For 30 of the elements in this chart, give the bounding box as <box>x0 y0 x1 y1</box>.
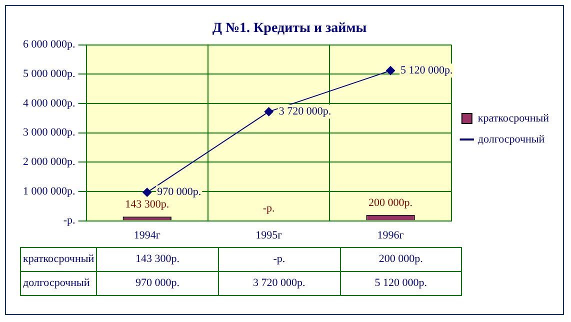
point <box>386 66 396 76</box>
text: -р. <box>262 202 275 215</box>
data-label: 970 000р. <box>96 271 218 296</box>
text: 3 720 000р. <box>278 106 332 118</box>
chart-title: Д №1. Кредиты и займы <box>212 21 367 36</box>
x-tick-label: 1994г <box>134 229 161 242</box>
text: краткосрочный <box>23 253 94 266</box>
point <box>142 188 152 197</box>
y-tick-label: 1 000 000р. <box>23 185 76 198</box>
y-tick-label: -р. <box>63 214 76 227</box>
y-tick-label: 6 000 000р. <box>23 38 76 51</box>
data-label: 3 720 000р. <box>218 271 340 296</box>
data-label: 5 120 000р. <box>340 271 462 296</box>
y-tick-label: 2 000 000р. <box>23 156 76 168</box>
x-tick-label: 1996г <box>377 229 404 242</box>
legend-label: долгосрочный <box>478 133 545 146</box>
y-tick-label: 5 000 000р. <box>23 68 76 80</box>
data-label: -р. <box>218 247 340 272</box>
y-tick-label: 4 000 000р. <box>23 97 76 110</box>
legend-label: краткосрочный <box>478 112 550 124</box>
x-tick-label: 1995г <box>256 229 283 242</box>
y-tick-label: 3 000 000р. <box>23 126 76 139</box>
point <box>264 107 274 116</box>
text: долгосрочный <box>23 277 90 290</box>
text: 143 300р. <box>125 198 170 210</box>
text: 970 000р. <box>157 186 202 198</box>
text: 200 000р. <box>368 196 413 209</box>
data-label: 200 000р. <box>340 247 462 272</box>
data-label: 143 300р. <box>96 247 218 272</box>
text: 5 120 000р. <box>400 64 453 77</box>
